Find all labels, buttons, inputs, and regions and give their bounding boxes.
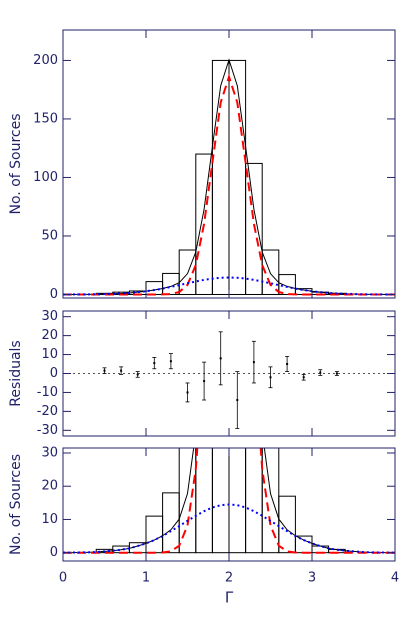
point — [252, 361, 255, 364]
y-axis-label: No. of Sources — [8, 454, 24, 555]
x-tick-label: 2 — [225, 571, 233, 586]
y-tick-label: 30 — [41, 445, 58, 460]
x-tick-label: 3 — [308, 571, 316, 586]
histogram-bar — [261, 249, 280, 295]
histogram-bar — [145, 515, 164, 554]
fit-curve — [63, 503, 395, 554]
y-tick-label: 20 — [41, 328, 58, 343]
panel-frame — [62, 447, 396, 562]
y-tick-label: 50 — [41, 228, 58, 243]
point — [319, 371, 322, 374]
y-tick-label: 200 — [33, 53, 58, 68]
y-tick-label: 100 — [33, 170, 58, 185]
y-tick-label: -30 — [37, 423, 58, 438]
point — [302, 376, 305, 379]
y-tick-label: 0 — [50, 545, 58, 560]
point — [186, 391, 189, 394]
panel-frame — [62, 310, 396, 437]
point — [136, 373, 139, 376]
histogram-bar — [195, 448, 213, 554]
point — [120, 369, 123, 372]
x-tick-label: 4 — [391, 571, 399, 586]
point — [269, 376, 272, 379]
y-tick-label: 0 — [50, 287, 58, 302]
plot-area — [63, 58, 395, 296]
y-axis-label: No. of Sources — [8, 113, 24, 214]
y-tick-label: 10 — [41, 512, 58, 527]
y-tick-label: 0 — [50, 366, 58, 381]
y-tick-label: -20 — [37, 404, 58, 419]
histogram-bar — [228, 448, 247, 554]
point — [236, 399, 239, 402]
histogram-bar — [245, 448, 263, 554]
histogram-bar — [211, 59, 230, 295]
histogram-bar — [278, 495, 296, 554]
histogram-bar — [211, 448, 230, 554]
point — [203, 380, 206, 383]
x-tick-label: 0 — [59, 571, 67, 586]
histogram-bar — [261, 448, 280, 554]
y-axis-label: Residuals — [8, 340, 24, 406]
histogram-bar — [245, 162, 263, 295]
y-tick-label: 10 — [41, 347, 58, 362]
point — [219, 357, 222, 360]
fit-curve — [63, 276, 395, 296]
y-tick-label: 150 — [33, 111, 58, 126]
point — [153, 362, 156, 365]
point — [169, 360, 172, 363]
plot-area — [63, 448, 395, 554]
y-tick-label: -10 — [37, 385, 58, 400]
plot-area — [63, 331, 395, 429]
y-tick-label: 20 — [41, 479, 58, 494]
panel-frame — [62, 29, 396, 299]
histogram-bar — [294, 535, 313, 554]
fit-curve — [63, 73, 395, 296]
histogram-bar — [228, 59, 247, 295]
point — [286, 363, 289, 366]
point — [103, 369, 106, 372]
histogram-bar — [278, 274, 296, 295]
point — [335, 372, 338, 375]
histogram-bar — [145, 281, 164, 295]
y-tick-label: 30 — [41, 309, 58, 324]
x-tick-label: 1 — [142, 571, 150, 586]
x-axis-label: Γ — [225, 589, 234, 607]
